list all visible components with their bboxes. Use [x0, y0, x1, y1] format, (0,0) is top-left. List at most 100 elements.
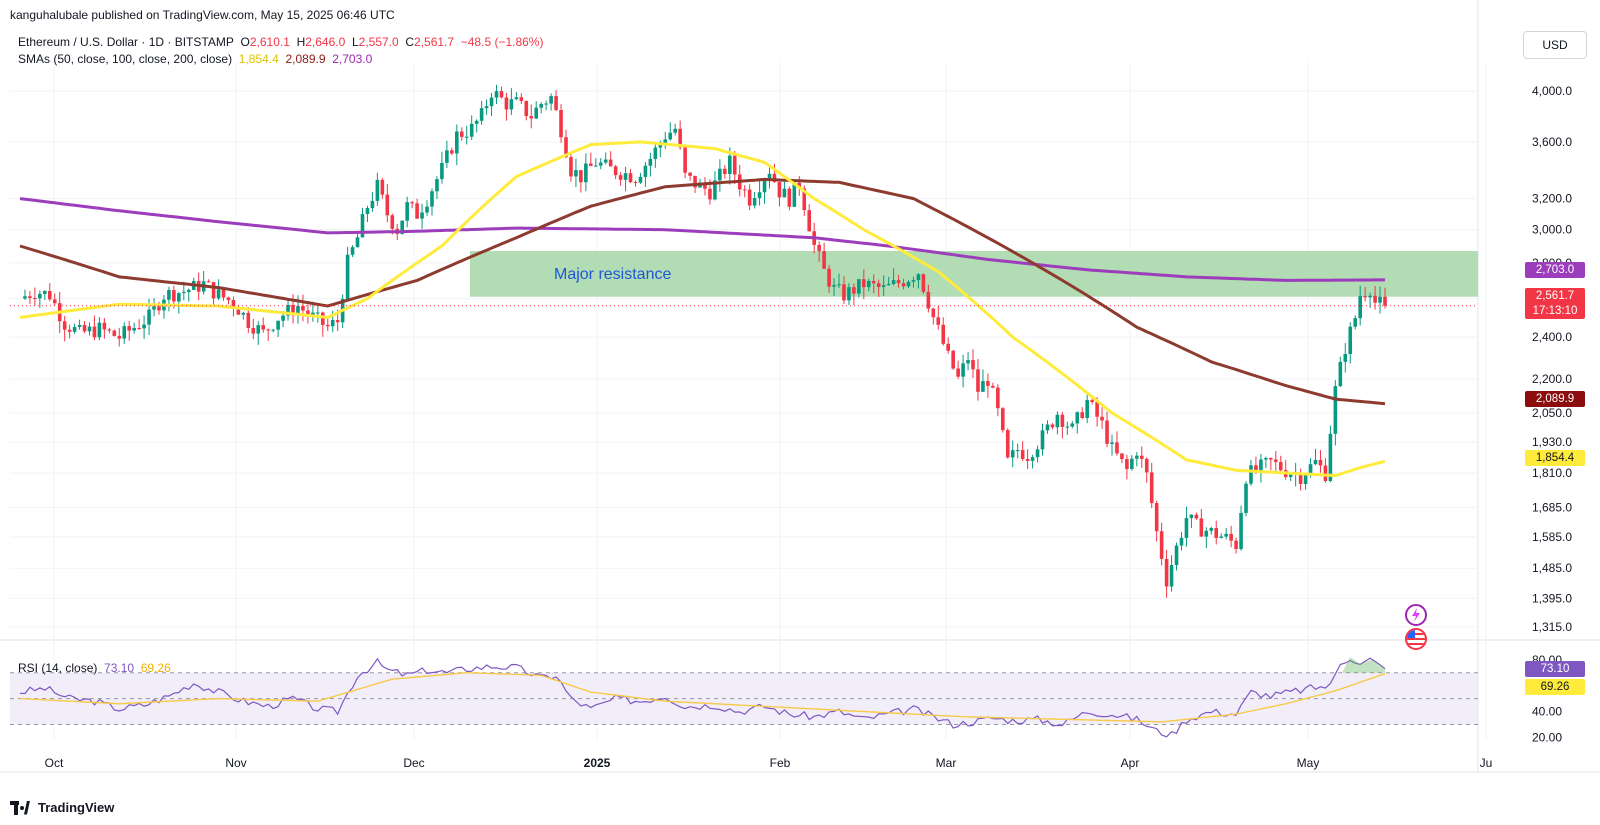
candle-body: [1010, 450, 1015, 458]
candle-body: [1368, 295, 1372, 298]
candle: [256, 321, 261, 345]
candle: [1184, 506, 1189, 547]
open-label: O: [240, 35, 250, 49]
candle-body: [832, 285, 836, 287]
candle-body: [554, 96, 558, 111]
candle-body: [1120, 453, 1124, 460]
candle: [638, 173, 643, 184]
time-tick-label: Oct: [45, 756, 64, 770]
candle: [782, 180, 787, 198]
candle-body: [852, 287, 856, 294]
candle-body: [1100, 416, 1104, 421]
candle-body: [246, 312, 251, 328]
candle-body: [1274, 459, 1278, 463]
candle: [92, 315, 97, 341]
candle: [862, 269, 866, 300]
candle: [152, 298, 156, 317]
candle-body: [728, 155, 732, 175]
candle-body: [1174, 545, 1179, 566]
candle-body: [380, 179, 385, 195]
candle: [792, 182, 797, 208]
candle: [1229, 525, 1233, 548]
candle-body: [241, 312, 246, 315]
candle: [941, 317, 946, 346]
candle: [33, 287, 37, 306]
candle-body: [172, 289, 176, 302]
candle-body: [360, 214, 365, 238]
candle: [489, 92, 494, 117]
candle: [1040, 423, 1045, 456]
candle-body: [1219, 536, 1223, 538]
candle-body: [1090, 400, 1094, 403]
candle-body: [881, 285, 886, 288]
candle-body: [1269, 458, 1273, 460]
time-tick-label: Dec: [403, 756, 424, 770]
candle-body: [1358, 296, 1362, 319]
candle: [961, 354, 965, 388]
candle-body: [951, 350, 955, 369]
candle: [47, 283, 52, 302]
candle: [186, 288, 191, 302]
candle-body: [1323, 465, 1328, 481]
candle: [1065, 421, 1070, 435]
candle: [450, 147, 454, 156]
candle-body: [335, 320, 340, 323]
candle: [718, 159, 722, 192]
rsi-overbought-fill: [1342, 657, 1385, 673]
candle: [956, 360, 960, 380]
candle-body: [355, 237, 360, 248]
us-flag-icon[interactable]: [1405, 628, 1427, 650]
candle-body: [549, 96, 553, 104]
candle-body: [182, 291, 186, 294]
rsi-tick-label: 40.00: [1532, 705, 1562, 719]
candles: [23, 84, 1387, 598]
candle: [1358, 285, 1362, 326]
candle-body: [370, 200, 375, 209]
candle-body: [623, 173, 628, 180]
currency-button[interactable]: USD: [1523, 31, 1587, 59]
lightning-icon[interactable]: [1405, 604, 1427, 626]
candle: [852, 283, 856, 305]
candle: [1348, 322, 1353, 364]
candle-body: [266, 329, 270, 331]
candle-body: [405, 202, 409, 221]
candle-body: [1363, 296, 1367, 298]
candle: [1214, 520, 1219, 545]
candle-body: [350, 247, 355, 255]
candle-body: [1184, 518, 1189, 538]
rsi-band: [10, 672, 1478, 725]
candle-body: [1095, 402, 1099, 417]
candle: [857, 279, 861, 298]
candle: [509, 88, 514, 115]
candle-body: [866, 280, 871, 288]
candle-body: [1373, 295, 1377, 303]
candle: [43, 290, 47, 300]
candle: [1209, 526, 1214, 535]
candle-body: [598, 162, 603, 166]
candle-body: [320, 312, 325, 325]
candle: [405, 196, 409, 228]
candle-body: [524, 101, 529, 117]
candle: [951, 349, 955, 370]
candle-body: [762, 180, 767, 193]
candle: [643, 161, 648, 187]
candle-body: [420, 212, 424, 219]
candle: [1194, 512, 1199, 520]
candle: [246, 307, 251, 333]
candle-body: [544, 103, 548, 105]
rsi-ma-value: 69.26: [140, 661, 171, 675]
candle-body: [231, 300, 236, 307]
candle-body: [430, 191, 434, 207]
candle: [847, 283, 851, 306]
candle: [787, 186, 792, 211]
resistance-annotation: Major resistance: [554, 266, 671, 283]
candle: [325, 317, 330, 331]
candle-body: [688, 172, 692, 176]
candle: [837, 273, 841, 288]
candle: [613, 164, 618, 180]
time-tick-label: 2025: [584, 756, 611, 770]
price-tick-label: 4,000.0: [1532, 84, 1572, 98]
candle-body: [782, 188, 787, 198]
candle-body: [72, 326, 77, 332]
